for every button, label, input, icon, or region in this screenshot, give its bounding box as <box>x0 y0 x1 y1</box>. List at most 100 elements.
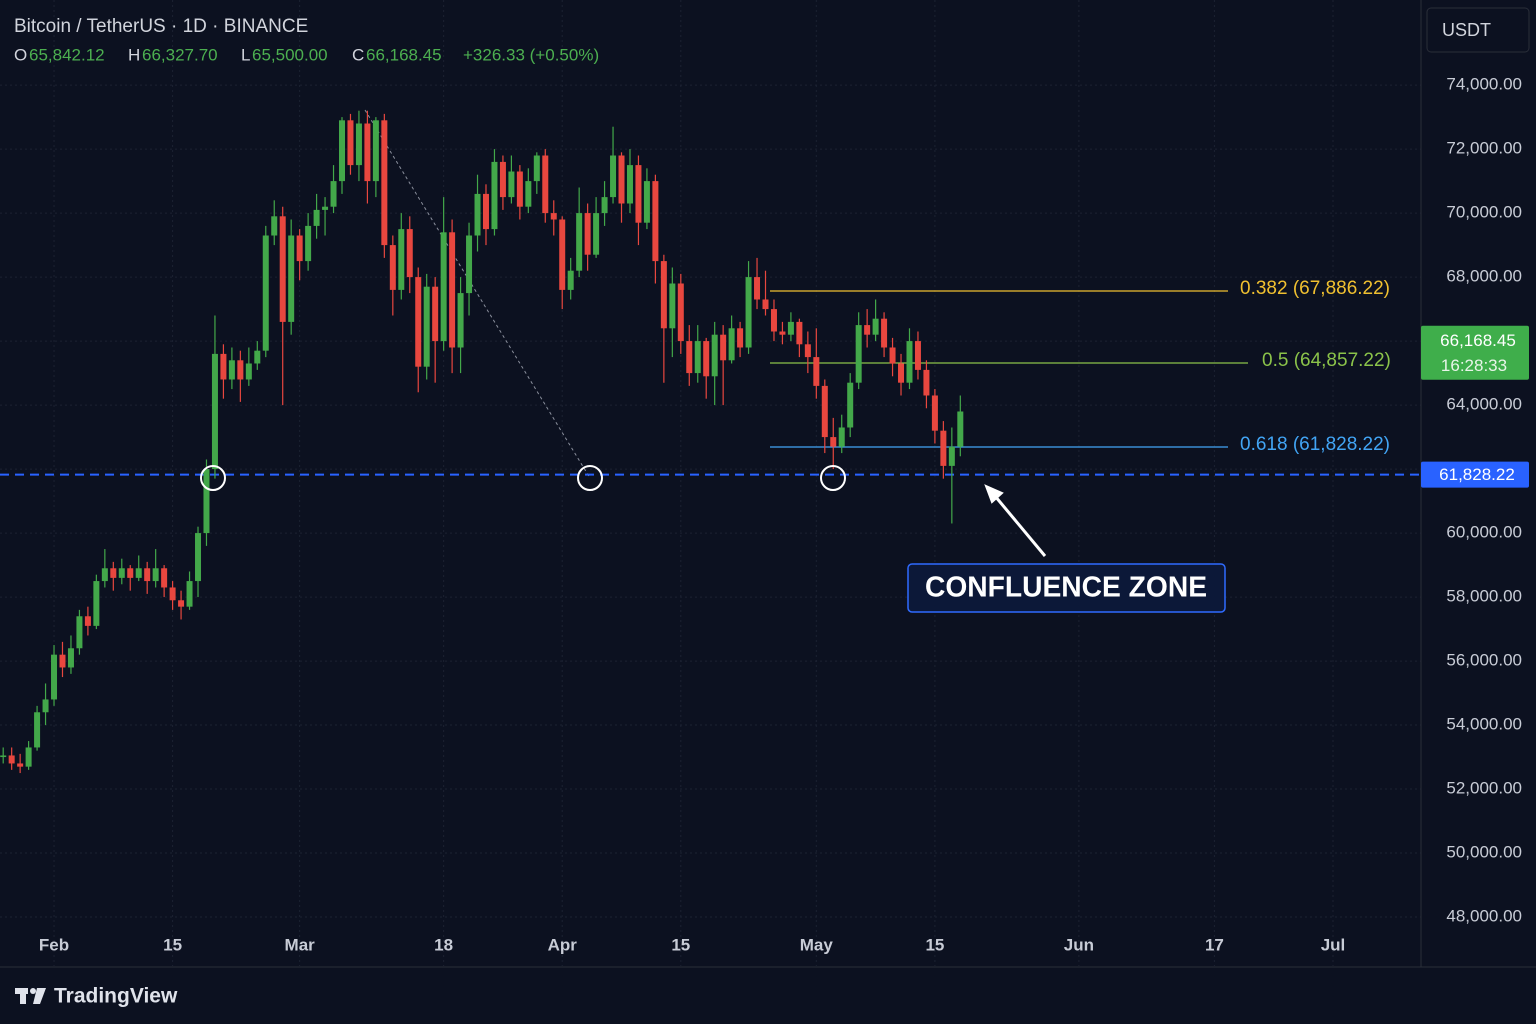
candle-body <box>339 120 345 182</box>
ohlc-legend: O 65,842.12 H 66,327.70 L 65,500.00 C 66,168.45 <box>14 45 442 64</box>
candle-body <box>347 120 354 166</box>
currency-box <box>1426 7 1530 53</box>
candle-body <box>652 181 659 262</box>
candle-body <box>567 270 574 290</box>
arrow-head <box>984 484 1004 504</box>
legend-key: H <box>128 45 140 64</box>
change: +326.33 (+0.50%) <box>463 45 599 64</box>
candle-body <box>838 427 845 447</box>
candle-body <box>101 568 108 582</box>
candle-body <box>610 155 617 198</box>
brand: TradingView <box>54 985 178 1008</box>
y-tick-label: 54,000.00 <box>1446 715 1522 734</box>
candle-body <box>466 235 473 294</box>
candle-body <box>940 430 947 466</box>
candle-body <box>84 616 91 626</box>
candle-body <box>322 206 329 210</box>
candle-body <box>389 245 396 290</box>
annotations: CONFLUENCE ZONE <box>200 465 1226 613</box>
currency: USDT <box>1442 20 1491 40</box>
candle-body <box>313 209 320 226</box>
candle-body <box>110 568 117 578</box>
legend-key: O <box>14 45 27 64</box>
x-tick-label: Feb <box>39 935 69 954</box>
candle-body <box>804 344 811 358</box>
candle-body <box>423 286 430 367</box>
candle-body <box>508 171 515 198</box>
y-tick-label: 48,000.00 <box>1446 907 1522 926</box>
candle-body <box>872 318 879 335</box>
candle-body <box>796 321 803 345</box>
y-tick-label: 70,000.00 <box>1446 203 1522 222</box>
candle-body <box>550 213 557 220</box>
candle-body <box>762 299 769 310</box>
candle-body <box>93 581 100 626</box>
candle-body <box>737 328 744 348</box>
candle-body <box>237 360 244 380</box>
last-price-tag <box>1421 325 1529 380</box>
candle-body <box>813 357 820 386</box>
candle-body <box>643 181 650 223</box>
candle-body <box>8 755 15 764</box>
candle-body <box>694 341 701 374</box>
candle-body <box>830 437 837 447</box>
candle-body <box>923 369 930 396</box>
x-axis: Feb 15 Mar 18 Apr 15 May 15 Jun 17 Jul <box>39 935 1345 954</box>
logo-shape <box>33 988 46 1004</box>
candle-body <box>686 341 693 374</box>
chart-title: Bitcoin / TetherUS · 1D · BINANCE <box>14 16 308 37</box>
price-line-label: 61,828.22 <box>1439 465 1515 484</box>
touch-circle <box>200 465 226 491</box>
candle-body <box>355 123 362 166</box>
candle-body <box>660 261 667 329</box>
candle-body <box>499 161 506 198</box>
x-tick-label: 15 <box>671 935 690 954</box>
candle-body <box>525 181 532 207</box>
candle-body <box>34 712 41 748</box>
overlays: 0.382 (67,886.22) 0.5 (64,857.22) 0.618 (6… <box>0 109 1421 479</box>
candle-body <box>948 446 955 466</box>
x-tick-label: Jul <box>1321 935 1346 954</box>
x-tick-label: Apr <box>548 935 578 954</box>
candle-body <box>669 283 676 329</box>
candle-body <box>457 293 464 348</box>
y-tick-label: 64,000.00 <box>1446 395 1522 414</box>
candle-body <box>898 363 905 383</box>
candle-body <box>770 309 777 332</box>
candle-body <box>118 568 125 578</box>
candle-body <box>288 235 295 322</box>
candle-body <box>618 155 625 204</box>
candle-body <box>161 568 168 588</box>
candle-body <box>127 568 134 578</box>
last-price-label: 66,168.45 <box>1440 331 1516 350</box>
candle-body <box>228 360 235 380</box>
candle-body <box>779 331 786 335</box>
candle-body <box>330 181 337 207</box>
candle-body <box>677 283 684 342</box>
candle-body <box>864 325 871 335</box>
candle-body <box>144 568 151 582</box>
candle-body <box>381 120 388 246</box>
candle-body <box>449 232 456 348</box>
candle-body <box>855 325 862 383</box>
candle-body <box>787 321 794 335</box>
candle-body <box>254 350 261 364</box>
legend-key: L <box>241 45 250 64</box>
x-tick-label: 18 <box>434 935 453 954</box>
candle-body <box>415 277 422 367</box>
candle-body <box>576 213 583 271</box>
logo-shape <box>20 988 26 1004</box>
candle-body <box>703 341 710 377</box>
candle-body <box>626 165 633 204</box>
candle-body <box>135 568 142 578</box>
grid <box>0 0 1421 966</box>
candle-body <box>211 353 218 470</box>
annotation-text: CONFLUENCE ZONE <box>925 572 1207 604</box>
x-tick-label: 17 <box>1205 935 1224 954</box>
brand-logo <box>15 988 46 1004</box>
candle-body <box>745 277 752 348</box>
touch-circle <box>577 465 603 491</box>
candle-body <box>559 219 566 290</box>
candle-body <box>754 277 761 300</box>
